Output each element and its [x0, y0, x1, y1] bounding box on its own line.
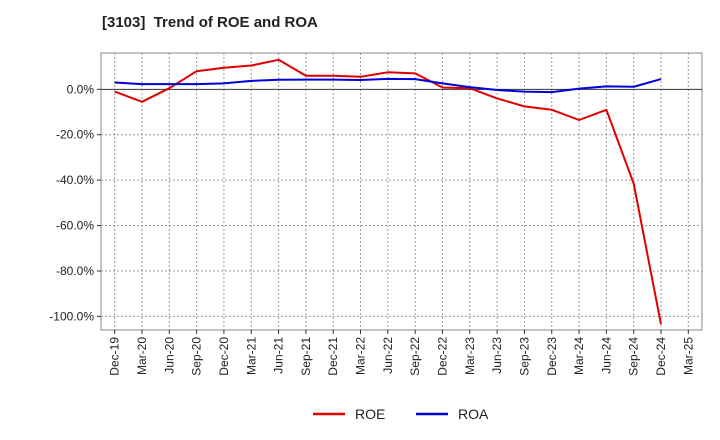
chart-title: [3103] Trend of ROE and ROA: [102, 14, 318, 31]
axes: 0.0% -20.0% -40.0% -60.0% -80.0% -100.0% Dec-1…: [49, 82, 695, 375]
x-tick-label: Mar-23: [463, 337, 477, 375]
grid-lines: [101, 53, 702, 330]
series-line-roa: [114, 77, 662, 94]
x-tick-label: Sep-23: [517, 337, 531, 376]
series-line-roe: [114, 58, 662, 325]
x-tick-label: Sep-22: [408, 337, 422, 376]
x-tick-label: Mar-22: [354, 337, 368, 375]
y-tick-label: 0.0%: [67, 82, 95, 96]
y-tick-label: -20.0%: [56, 128, 94, 142]
x-tick-label: Mar-20: [135, 337, 149, 375]
y-tick-label: -100.0%: [49, 309, 94, 323]
x-tick-label: Jun-21: [272, 337, 286, 374]
y-tick-label: -40.0%: [56, 173, 94, 187]
x-tick-label: Sep-24: [627, 337, 641, 376]
x-tick-label: Dec-22: [435, 337, 449, 376]
legend-label-roa: ROA: [458, 406, 489, 422]
x-tick-label: Dec-19: [108, 337, 122, 376]
x-tick-label: Jun-24: [599, 337, 613, 374]
x-tick-label: Sep-20: [190, 337, 204, 376]
y-tick-label: -80.0%: [56, 264, 94, 278]
x-tick-label: Jun-22: [381, 337, 395, 374]
legend: ROE ROA: [313, 406, 489, 422]
data-series: [114, 58, 662, 325]
legend-label-roe: ROE: [355, 406, 385, 422]
x-tick-label: Dec-24: [654, 337, 668, 376]
plot-background: [100, 52, 703, 331]
x-tick-label: Sep-21: [299, 337, 313, 376]
x-tick-label: Mar-25: [681, 337, 695, 375]
x-tick-label: Mar-24: [572, 337, 586, 375]
x-tick-label: Dec-21: [326, 337, 340, 376]
x-tick-label: Jun-23: [490, 337, 504, 374]
x-tick-label: Dec-20: [217, 337, 231, 376]
x-tick-label: Mar-21: [244, 337, 258, 375]
x-tick-label: Dec-23: [545, 337, 559, 376]
y-tick-label: -60.0%: [56, 219, 94, 233]
x-tick-label: Jun-20: [162, 337, 176, 374]
